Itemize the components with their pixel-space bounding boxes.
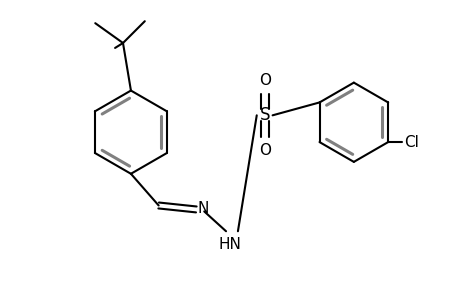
- Text: S: S: [259, 106, 269, 124]
- Text: Cl: Cl: [403, 135, 418, 150]
- Text: N: N: [197, 201, 208, 216]
- Text: O: O: [258, 73, 270, 88]
- Text: HN: HN: [218, 237, 241, 252]
- Text: O: O: [258, 143, 270, 158]
